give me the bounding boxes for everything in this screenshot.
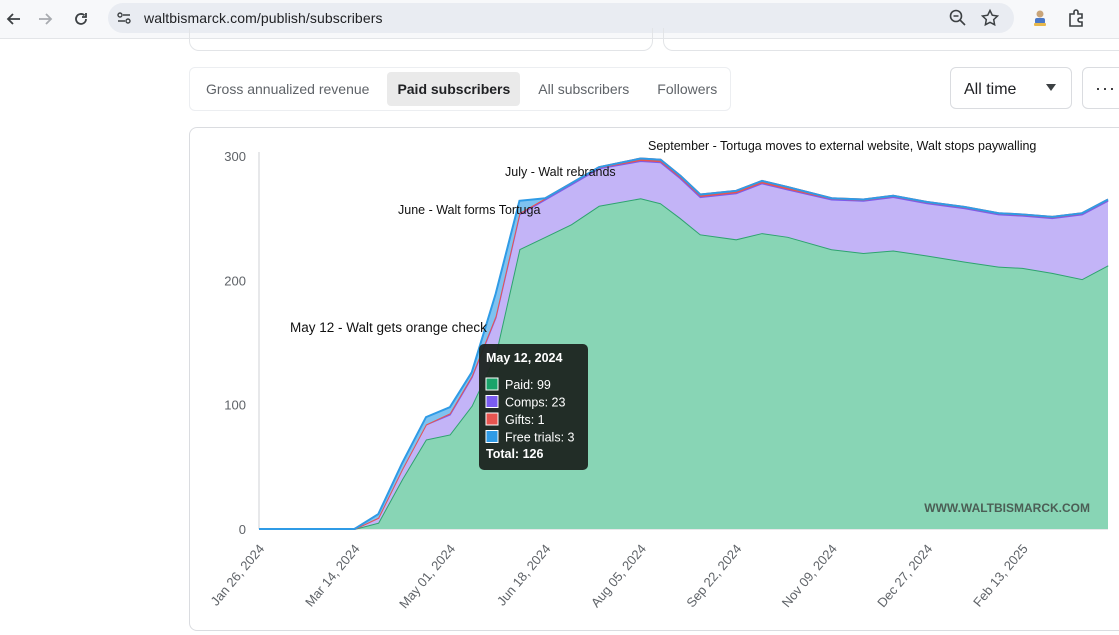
x-tick-label: May 01, 2024	[396, 541, 458, 611]
tab-all-subscribers[interactable]: All subscribers	[538, 81, 630, 97]
watermark-text: WWW.WALTBISMARCK.COM	[924, 501, 1090, 515]
summary-card-right	[663, 28, 1119, 51]
chart-annotation: September - Tortuga moves to external we…	[648, 139, 1036, 153]
forward-arrow-icon[interactable]	[31, 5, 59, 33]
x-tick-label: Sep 22, 2024	[683, 541, 744, 610]
subscriber-chart-card: 0 100 200 300 Jan 26, 2024 Mar 14, 2024 May 01…	[189, 127, 1119, 631]
x-tick-label: Aug 05, 2024	[588, 541, 649, 610]
summary-card-left	[189, 28, 653, 51]
tooltip-row: Comps: 23	[505, 396, 565, 410]
tooltip-swatch	[485, 430, 499, 443]
browser-toolbar: waltbismarck.com/publish/subscribers	[0, 0, 1119, 39]
tooltip-box	[479, 344, 588, 470]
x-tick-label: Jan 26, 2024	[207, 541, 267, 608]
tab-gross-annualized-revenue[interactable]: Gross annualized revenue	[206, 81, 370, 97]
y-tick-label: 100	[224, 398, 246, 413]
tab-followers[interactable]: Followers	[657, 81, 718, 97]
x-tick-label: Mar 14, 2024	[302, 541, 363, 609]
tooltip-swatch	[485, 412, 499, 426]
back-arrow-icon[interactable]	[0, 5, 28, 33]
url-text[interactable]: waltbismarck.com/publish/subscribers	[144, 10, 383, 26]
series-area-paid	[259, 198, 1108, 530]
tooltip-swatch	[485, 377, 499, 391]
y-tick-label: 0	[239, 522, 246, 537]
tooltip-row: Free trials: 3	[505, 431, 575, 445]
y-tick-label: 200	[224, 273, 246, 288]
x-tick-label: Dec 27, 2024	[874, 541, 935, 610]
time-range-value: All time	[964, 81, 1017, 98]
chart-annotation: July - Walt rebrands	[505, 165, 616, 179]
metric-tabs: Gross annualized revenue Paid subscriber…	[189, 67, 731, 111]
tooltip-row: Gifts: 1	[505, 413, 545, 427]
chart-annotation: June - Walt forms Tortuga	[398, 203, 540, 217]
x-tick-label: Jun 18, 2024	[494, 541, 554, 608]
profile-extension-icon[interactable]	[1028, 6, 1052, 30]
tooltip-title: May 12, 2024	[486, 351, 562, 365]
zoom-icon[interactable]	[948, 8, 968, 28]
tooltip-row: Paid: 99	[505, 378, 551, 392]
x-tick-label: Nov 09, 2024	[779, 541, 840, 610]
site-info-icon[interactable]	[116, 10, 132, 26]
subscriber-area-chart[interactable]: 0 100 200 300 Jan 26, 2024 Mar 14, 2024 May 01…	[190, 128, 1119, 631]
tooltip-swatch	[485, 395, 499, 408]
x-tick-label: Feb 13, 2025	[970, 541, 1031, 609]
tooltip-total: Total: 126	[486, 447, 543, 461]
address-bar[interactable]: waltbismarck.com/publish/subscribers	[108, 3, 1014, 33]
y-tick-label: 300	[224, 149, 246, 164]
chart-annotation: May 12 - Walt gets orange check	[290, 320, 487, 335]
series-line-free-trials	[259, 157, 1109, 530]
bookmark-star-icon[interactable]	[980, 8, 1000, 28]
time-range-select[interactable]: All time	[950, 67, 1072, 109]
extensions-puzzle-icon[interactable]	[1065, 6, 1089, 30]
caret-down-icon	[1046, 84, 1056, 91]
more-options-button[interactable]: ···	[1082, 67, 1119, 109]
reload-icon[interactable]	[67, 5, 95, 33]
tab-paid-subscribers[interactable]: Paid subscribers	[387, 72, 521, 106]
more-dots-icon: ···	[1095, 78, 1116, 98]
